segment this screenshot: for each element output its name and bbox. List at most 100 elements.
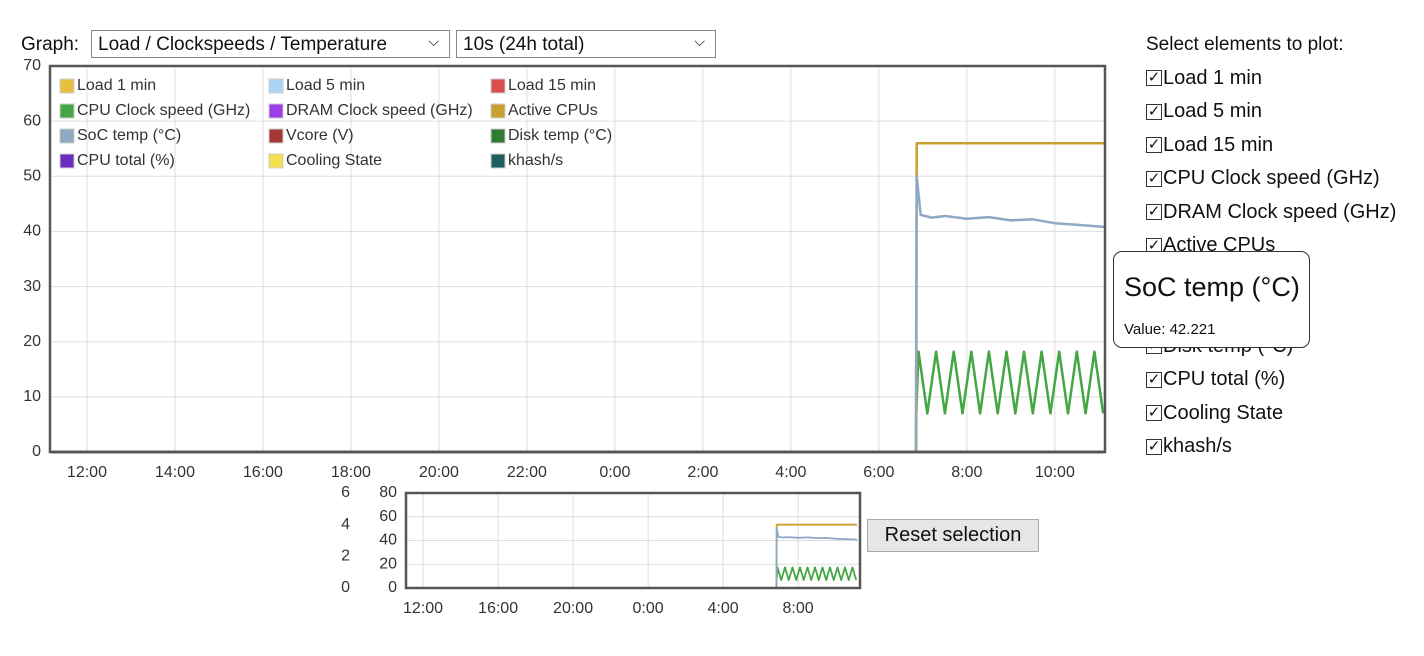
legend-label: Load 5 min xyxy=(286,77,365,94)
x-tick-label: 10:00 xyxy=(1035,464,1075,481)
x-tick-label: 12:00 xyxy=(67,464,107,481)
panel-title: Select elements to plot: xyxy=(1146,34,1344,55)
toggle-label: DRAM Clock speed (GHz) xyxy=(1163,200,1397,223)
toggle-label: Load 5 min xyxy=(1163,100,1262,122)
x-tick-label: 18:00 xyxy=(331,464,371,481)
legend-swatch xyxy=(490,153,506,169)
x-tick-label: 16:00 xyxy=(243,464,283,481)
legend-swatch xyxy=(59,153,75,169)
legend-label: SoC temp (°C) xyxy=(77,127,181,144)
toggle-label: CPU Clock speed (GHz) xyxy=(1163,167,1380,189)
toggle-label: Active CPUs xyxy=(1163,234,1276,256)
legend-label: khash/s xyxy=(508,152,563,169)
chart: 12:00 14:00 16:00 18:00 20:00 22:00 0:00 2:00 4:… xyxy=(23,57,1107,617)
x-tick-label: 0:00 xyxy=(599,464,630,481)
legend-swatch xyxy=(268,78,284,94)
checkbox[interactable]: ✓ xyxy=(1146,102,1162,120)
series-toggle[interactable]: ✓ Load 5 min xyxy=(1146,100,1262,124)
range-select[interactable]: 10s (24h total) xyxy=(456,27,716,58)
x-tick-label: 12:00 xyxy=(403,600,443,617)
legend-label: CPU total (%) xyxy=(77,152,175,169)
x-tick-label: 20:00 xyxy=(553,600,593,617)
toggle-label: khash/s xyxy=(1163,435,1232,457)
toggle-label: Load 15 min xyxy=(1163,133,1274,156)
y-tick-label: 20 xyxy=(379,555,397,572)
tooltip-value: Value: 42.221 xyxy=(1124,321,1216,338)
legend-swatch xyxy=(59,103,75,119)
legend-label: DRAM Clock speed (GHz) xyxy=(286,102,473,119)
checkbox[interactable]: ✓ xyxy=(1146,69,1162,86)
x-tick-label: 4:00 xyxy=(708,600,739,617)
x-tick-label: 8:00 xyxy=(951,464,982,481)
series-toggle[interactable]: ✓ khash/s xyxy=(1146,435,1232,459)
legend-swatch xyxy=(268,128,284,144)
x-tick-label: 22:00 xyxy=(507,464,547,481)
graph-label: Graph: xyxy=(21,34,80,55)
series-toggle[interactable]: ✓ Active CPUs xyxy=(1146,234,1275,258)
x-tick-label: 8:00 xyxy=(783,600,814,617)
y-tick-label: 10 xyxy=(23,388,41,405)
legend-swatch xyxy=(268,153,284,169)
legend-label: Cooling State xyxy=(286,152,382,169)
toggle-label: CPU total (%) xyxy=(1163,368,1286,390)
y-tick-label: 40 xyxy=(23,223,41,240)
y-tick-label: 0 xyxy=(32,443,41,460)
reset-button[interactable]: Reset selection xyxy=(867,519,1039,552)
y2-tick-label: 0 xyxy=(341,579,350,596)
x-tick-label: 14:00 xyxy=(155,464,195,481)
series-toggle[interactable]: ✓ Load 1 min xyxy=(1146,66,1262,90)
y2-tick-label: 4 xyxy=(341,516,350,533)
x-tick-label: 6:00 xyxy=(863,464,894,481)
y2-tick-label: 2 xyxy=(341,548,350,565)
legend-swatch xyxy=(490,103,506,119)
legend-label: Load 1 min xyxy=(77,77,156,94)
series-line xyxy=(775,566,858,581)
checkbox[interactable]: ✓ xyxy=(1146,136,1162,153)
legend-label: CPU Clock speed (GHz) xyxy=(77,102,250,119)
series-toggle[interactable]: ✓ CPU total (%) xyxy=(1146,368,1285,392)
tooltip: SoC temp (°C) Value: 42.221 xyxy=(1113,251,1310,348)
series-toggle[interactable]: ✓ Load 15 min xyxy=(1146,133,1273,157)
checkbox[interactable]: ✓ xyxy=(1146,169,1162,187)
series-toggle[interactable]: ✓ DRAM Clock speed (GHz) xyxy=(1146,200,1396,224)
checkbox[interactable]: ✓ xyxy=(1146,437,1162,455)
legend-swatch xyxy=(490,78,506,94)
y-tick-label: 0 xyxy=(388,579,397,596)
y-tick-label: 70 xyxy=(23,57,41,74)
series-line xyxy=(775,527,858,589)
x-tick-label: 4:00 xyxy=(775,464,806,481)
y-tick-label: 80 xyxy=(379,484,397,501)
x-tick-label: 0:00 xyxy=(633,600,664,617)
legend-swatch xyxy=(268,103,284,119)
x-tick-label: 16:00 xyxy=(478,600,518,617)
legend-swatch xyxy=(59,78,75,94)
toggle-label: Cooling State xyxy=(1163,401,1284,424)
series-line xyxy=(915,350,1105,415)
tooltip-title: SoC temp (°C) xyxy=(1124,272,1300,302)
plot-frame xyxy=(48,64,1107,454)
y-tick-label: 40 xyxy=(379,532,397,549)
legend-label: Vcore (V) xyxy=(286,127,354,144)
y-tick-label: 60 xyxy=(23,112,41,129)
checkbox[interactable]: ✓ xyxy=(1146,203,1162,220)
series-line xyxy=(914,175,1106,453)
series-toggle[interactable]: ✓ CPU Clock speed (GHz) xyxy=(1146,167,1380,191)
y-tick-label: 20 xyxy=(23,333,41,350)
plot-frame xyxy=(404,491,862,590)
toggle-label: Load 1 min xyxy=(1163,66,1262,89)
graph-select[interactable]: Load / Clockspeeds / Temperature xyxy=(91,27,450,58)
y2-tick-label: 6 xyxy=(341,484,350,501)
legend-label: Active CPUs xyxy=(508,102,598,119)
checkbox[interactable]: ✓ xyxy=(1146,370,1162,388)
checkbox[interactable]: ✓ xyxy=(1146,404,1162,421)
series-toggle[interactable]: ✓ Cooling State xyxy=(1146,401,1283,425)
x-tick-label: 20:00 xyxy=(419,464,459,481)
legend-swatch xyxy=(59,128,75,144)
legend-label: Disk temp (°C) xyxy=(508,127,612,144)
x-tick-label: 2:00 xyxy=(687,464,718,481)
legend-swatch xyxy=(490,128,506,144)
y-tick-label: 50 xyxy=(23,168,41,185)
y-tick-label: 30 xyxy=(23,278,41,295)
y-tick-label: 60 xyxy=(379,508,397,525)
